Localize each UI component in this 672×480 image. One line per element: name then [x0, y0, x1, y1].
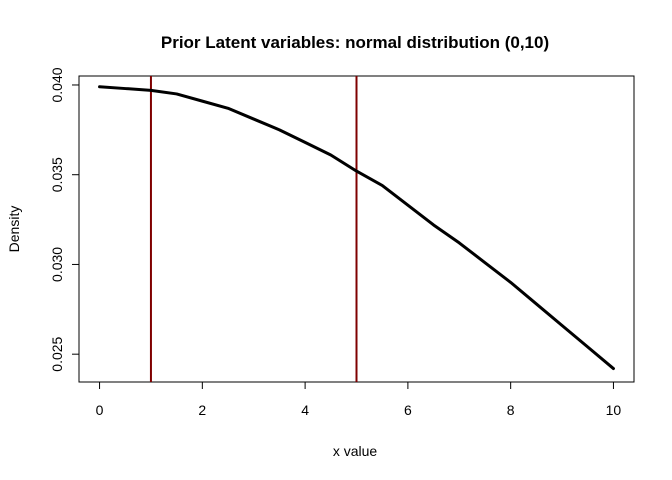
x-tick-label: 0: [96, 402, 104, 418]
y-tick-label: 0.025: [49, 336, 65, 371]
x-tick-label: 2: [198, 402, 206, 418]
x-tick-label: 8: [507, 402, 515, 418]
chart-title: Prior Latent variables: normal distribut…: [161, 33, 549, 52]
x-axis: 0 2 4 6 8 10: [96, 381, 622, 418]
density-curve: [98, 85, 615, 371]
y-tick-label: 0.040: [49, 67, 65, 102]
x-axis-label: x value: [333, 443, 378, 459]
reference-lines: [149, 76, 358, 382]
x-tick-label: 4: [301, 402, 309, 418]
y-tick-label: 0.030: [49, 247, 65, 282]
y-axis-label: Density: [6, 206, 22, 253]
x-tick-label: 6: [404, 402, 412, 418]
y-axis: 0.025 0.030 0.035 0.040: [49, 67, 80, 372]
y-tick-label: 0.035: [49, 157, 65, 192]
x-tick-label: 10: [606, 402, 622, 418]
series-group: [98, 85, 615, 371]
